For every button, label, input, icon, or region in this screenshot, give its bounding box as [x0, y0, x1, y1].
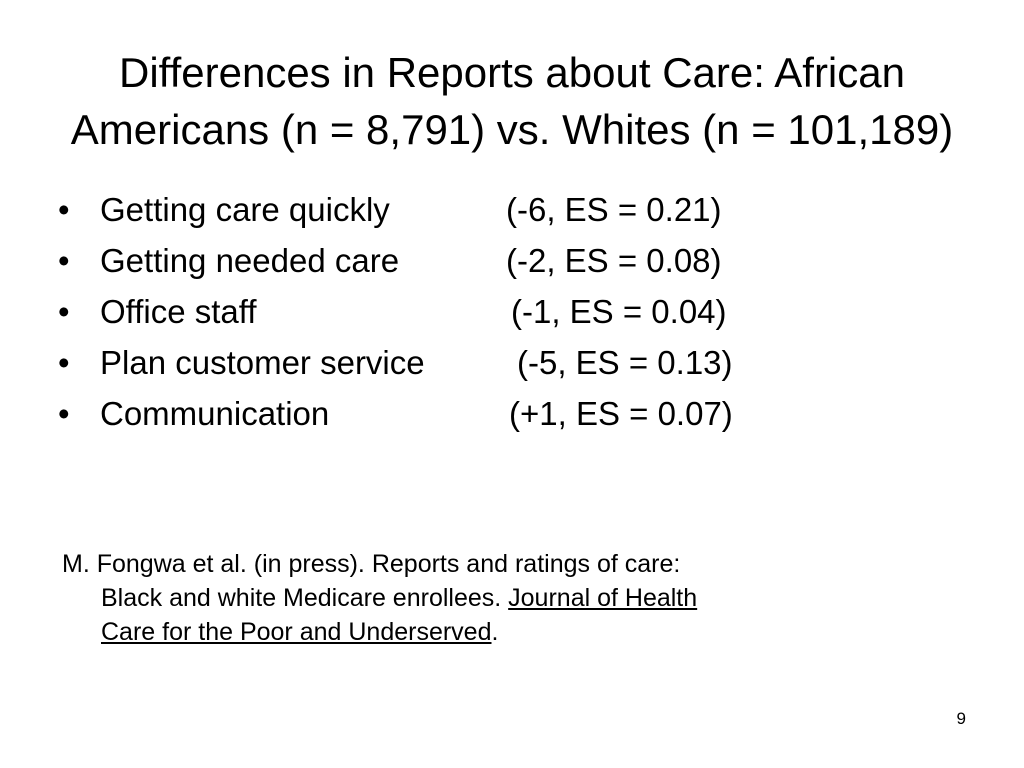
bullet-dot: •	[58, 191, 70, 228]
title-line-2: Americans (n = 8,791) vs. Whites (n = 10…	[70, 106, 954, 153]
page-number: 9	[956, 709, 966, 728]
bullet-label: Getting care quickly	[100, 191, 390, 228]
citation: M. Fongwa et al. (in press). Reports and…	[62, 547, 962, 649]
bullet-label: Communication	[100, 395, 330, 432]
bullet-stat: (-5, ES = 0.13)	[517, 344, 733, 381]
citation-line-2: Black and white Medicare enrollees. Jour…	[62, 581, 962, 615]
citation-end: .	[491, 618, 499, 646]
bullet-label: Getting needed care	[100, 242, 400, 279]
citation-line-1: M. Fongwa et al. (in press). Reports and…	[62, 550, 681, 578]
bullet-dot: •	[58, 395, 70, 432]
bullet-stat: (-6, ES = 0.21)	[506, 191, 722, 228]
bullet-stat: (+1, ES = 0.07)	[509, 395, 733, 432]
slide-title: Differences in Reports about Care: Afric…	[20, 44, 1004, 158]
bullet-dot: •	[58, 344, 70, 381]
journal-title-part-1: Journal of Health	[508, 584, 698, 612]
bullet-label: Plan customer service	[100, 344, 425, 381]
journal-title-part-2: Care for the Poor and Underserved	[101, 618, 492, 646]
bullet-dot: •	[58, 293, 70, 330]
bullet-label: Office staff	[100, 293, 257, 330]
citation-text: Black and white Medicare enrollees.	[101, 584, 509, 612]
citation-line-3: Care for the Poor and Underserved.	[62, 615, 962, 649]
bullet-stat: (-2, ES = 0.08)	[506, 242, 722, 279]
bullet-dot: •	[58, 242, 70, 279]
title-line-1: Differences in Reports about Care: Afric…	[119, 49, 905, 96]
bullet-stat: (-1, ES = 0.04)	[511, 293, 727, 330]
